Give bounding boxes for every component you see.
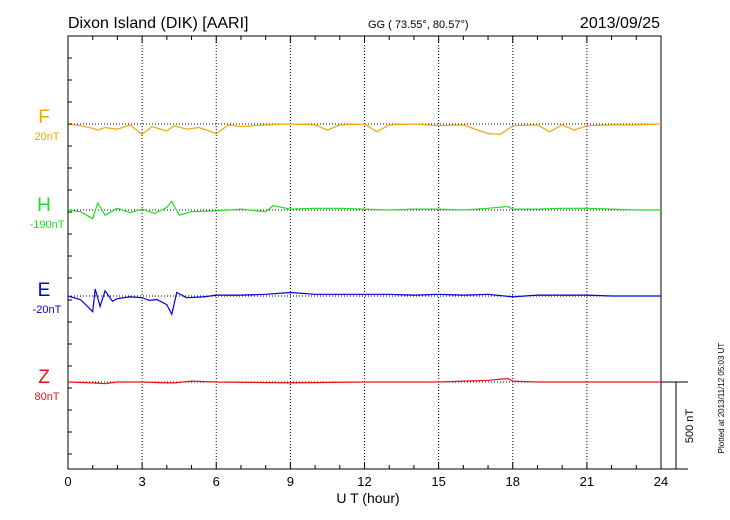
trace-h	[67, 200, 661, 220]
channel-name-h: H	[37, 195, 51, 216]
scale-bar: 500 nT	[661, 381, 696, 470]
trace-f	[67, 123, 662, 136]
channel-offset-z: 80nT	[34, 391, 59, 403]
x-tick-label: 12	[357, 474, 371, 489]
channel-offset-h: -190nT	[30, 219, 65, 231]
station-title: Dixon Island (DIK) [AARI]	[68, 15, 249, 32]
trace-e	[67, 288, 661, 317]
station-coords: GG ( 73.55°, 80.57°)	[368, 19, 469, 31]
channel-name-f: F	[38, 107, 50, 128]
trace-layer	[67, 123, 662, 385]
channel-name-e: E	[38, 280, 51, 301]
x-tick-label: 18	[506, 474, 520, 489]
channel-offset-f: 20nT	[34, 131, 59, 143]
x-tick-label: 0	[64, 474, 71, 489]
x-tick-label: 6	[213, 474, 220, 489]
grid-layer	[141, 36, 588, 469]
x-axis-title: U T (hour)	[336, 490, 399, 506]
x-tick-layer: 0 3 6 9 12 15 18 21 24	[64, 36, 668, 489]
plot-date: 2013/09/25	[580, 15, 660, 32]
x-tick-label: 15	[431, 474, 445, 489]
x-tick-label: 3	[139, 474, 146, 489]
trace-z	[67, 377, 661, 385]
x-tick-label: 21	[580, 474, 594, 489]
channel-name-z: Z	[38, 367, 50, 388]
scale-bar-label: 500 nT	[684, 409, 696, 444]
channel-offset-e: -20nT	[33, 304, 62, 316]
x-tick-label: 24	[654, 474, 668, 489]
channel-label-layer: F 20nT H -190nT E -20nT Z 80nT	[30, 107, 65, 403]
x-tick-label: 9	[287, 474, 294, 489]
plotted-at-footnote: Plotted at 2013/11/12 05:03 UT	[717, 343, 726, 454]
